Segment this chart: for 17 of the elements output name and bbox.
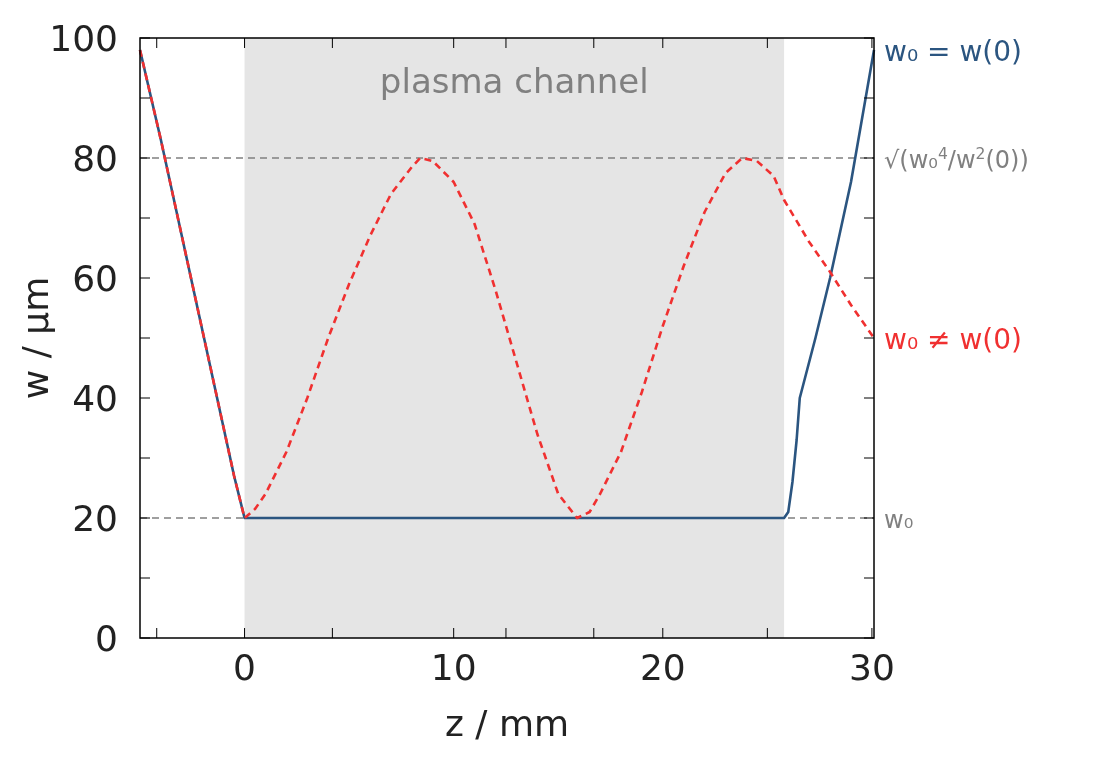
x-tick-label: 20 — [639, 647, 686, 688]
y-tick-label: 20 — [72, 498, 118, 539]
ref-line-label: w₀ — [884, 506, 914, 534]
y-tick-label: 40 — [72, 378, 118, 419]
ref-line-label: √(w₀$^{4}$/w$^{2}$(0)) — [884, 145, 1029, 174]
y-tick-label: 0 — [95, 618, 118, 659]
series-label: w₀ ≠ w(0) — [884, 323, 1022, 356]
y-tick-label: 60 — [72, 258, 118, 299]
x-tick-label: 30 — [849, 647, 895, 688]
x-tick-label: 0 — [233, 647, 257, 688]
band-label: plasma channel — [379, 61, 649, 101]
x-axis-title: z / mm — [444, 703, 570, 744]
y-tick-label: 80 — [72, 138, 118, 179]
x-tick-label: 10 — [430, 647, 477, 688]
series-label: w₀ = w(0) — [884, 35, 1022, 68]
y-tick-label: 100 — [49, 18, 118, 59]
y-axis-title: w / µm — [15, 276, 56, 400]
